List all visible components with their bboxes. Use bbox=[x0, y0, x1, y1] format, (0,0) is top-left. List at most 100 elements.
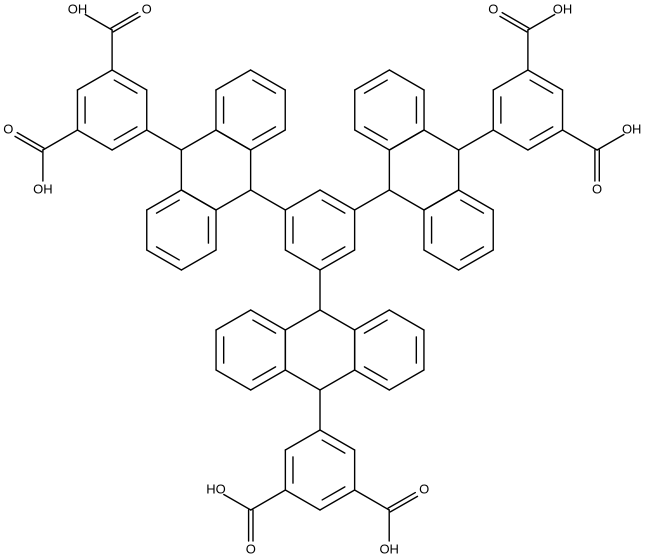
atom-label: HO bbox=[206, 481, 226, 496]
bond bbox=[223, 493, 252, 511]
ring-bond bbox=[353, 369, 390, 391]
bond bbox=[499, 15, 528, 33]
atom-label: OH bbox=[622, 121, 642, 136]
double-bond-line bbox=[155, 246, 180, 261]
ring-bond bbox=[319, 429, 356, 451]
double-bond-line bbox=[252, 366, 277, 381]
ring-bond bbox=[353, 309, 390, 331]
ring-bond bbox=[284, 249, 321, 271]
double-bond-line bbox=[529, 126, 554, 141]
double-bond-line bbox=[321, 246, 346, 261]
bond bbox=[389, 495, 419, 513]
double-bond-line bbox=[252, 126, 277, 141]
bond bbox=[501, 11, 530, 29]
ring-bond bbox=[284, 189, 321, 211]
double-bond-line bbox=[252, 79, 277, 94]
bond bbox=[84, 13, 113, 31]
ring-bond bbox=[180, 249, 217, 271]
double-bond-line bbox=[363, 319, 388, 334]
ring-bond bbox=[111, 129, 148, 151]
ring-bond bbox=[284, 429, 321, 451]
atom-label: O bbox=[488, 1, 498, 16]
bond bbox=[561, 129, 598, 151]
bond bbox=[353, 489, 390, 511]
ring-bond bbox=[249, 69, 286, 91]
ring-bond bbox=[527, 129, 564, 151]
double-bond-line bbox=[113, 126, 138, 141]
double-bond-line bbox=[460, 246, 485, 261]
ring-bond bbox=[111, 69, 148, 91]
double-bond-line bbox=[460, 199, 485, 214]
ring-bond bbox=[388, 369, 425, 391]
ring-bond bbox=[354, 69, 391, 91]
ring-bond bbox=[354, 129, 391, 151]
double-bond-line bbox=[113, 79, 138, 94]
atom-label: O bbox=[246, 541, 256, 556]
ring-bond bbox=[249, 309, 287, 331]
bond bbox=[110, 11, 139, 29]
bond bbox=[596, 133, 625, 151]
bond bbox=[14, 135, 43, 153]
bond bbox=[145, 129, 183, 151]
bond bbox=[457, 129, 494, 151]
ring-bond bbox=[215, 309, 252, 331]
ring-bond bbox=[146, 249, 183, 271]
double-bond-line bbox=[363, 366, 388, 381]
ring-bond bbox=[249, 129, 286, 151]
ring-bond bbox=[388, 69, 425, 91]
ring-bond bbox=[423, 249, 460, 271]
double-bond-line bbox=[155, 199, 180, 214]
ring-bond bbox=[215, 369, 252, 391]
ring-bond bbox=[284, 489, 321, 511]
atom-label: O bbox=[142, 1, 152, 16]
ring-bond bbox=[215, 129, 252, 151]
ring-bond bbox=[388, 129, 425, 151]
double-bond-line bbox=[363, 79, 388, 94]
atom-label: OH bbox=[553, 1, 573, 16]
ring-bond bbox=[284, 369, 321, 391]
ring-bond bbox=[249, 369, 287, 391]
ring-bond bbox=[527, 69, 564, 91]
bond bbox=[112, 15, 141, 33]
ring-bond bbox=[146, 189, 183, 211]
ring-bond bbox=[457, 189, 494, 211]
double-bond-line bbox=[321, 439, 346, 454]
double-bond-line bbox=[321, 199, 346, 214]
double-bond-line bbox=[529, 79, 554, 94]
bond bbox=[387, 491, 416, 509]
ring-bond bbox=[388, 189, 425, 211]
ring-bond bbox=[180, 129, 217, 151]
ring-bond bbox=[423, 129, 460, 151]
ring-bond bbox=[388, 309, 425, 331]
ring-bond bbox=[180, 189, 217, 211]
ring-bond bbox=[284, 309, 321, 331]
atom-label: O bbox=[419, 481, 429, 496]
atom-label: OH bbox=[33, 181, 53, 196]
atom-label: OH bbox=[379, 541, 399, 556]
bond bbox=[250, 489, 287, 511]
ring-bond bbox=[457, 249, 494, 271]
ring-bond bbox=[319, 489, 356, 511]
ring-bond bbox=[319, 309, 356, 331]
ring-bond bbox=[215, 69, 252, 91]
ring-bond bbox=[492, 69, 529, 91]
bond bbox=[527, 13, 556, 31]
ring-bond bbox=[423, 189, 460, 211]
ring-bond bbox=[76, 129, 113, 151]
ring-bond bbox=[76, 69, 113, 91]
bond bbox=[353, 189, 390, 211]
double-bond-line bbox=[363, 126, 388, 141]
ring-bond bbox=[319, 369, 356, 391]
ring-bond bbox=[492, 129, 529, 151]
ring-bond bbox=[215, 189, 252, 211]
bond bbox=[42, 129, 79, 151]
double-bond-line bbox=[321, 486, 346, 501]
atom-label: O bbox=[592, 181, 602, 196]
double-bond-line bbox=[252, 319, 277, 334]
atom-label: O bbox=[3, 121, 13, 136]
atom-label: OH bbox=[68, 1, 88, 16]
ring-bond bbox=[319, 249, 356, 271]
ring-bond bbox=[319, 189, 356, 211]
